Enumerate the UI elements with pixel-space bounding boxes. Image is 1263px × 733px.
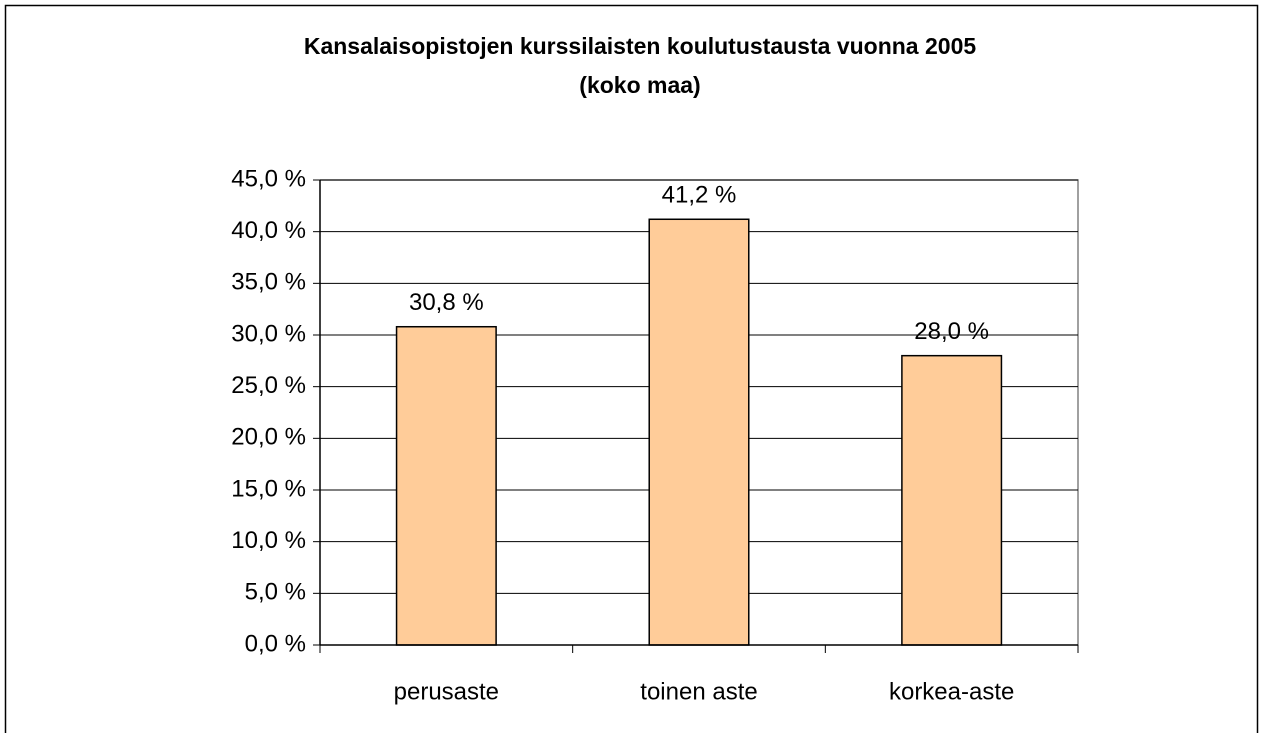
y-tick-label: 15,0 % [231,475,306,502]
chart-frame [4,4,1259,733]
bar [648,218,750,646]
chart-title: (koko maa) [579,72,700,98]
y-tick-label: 0,0 % [245,630,306,657]
x-tick-label: perusaste [394,678,499,705]
bar [395,325,497,646]
y-tick-label: 40,0 % [231,217,306,244]
y-tick-label: 35,0 % [231,269,306,296]
y-tick-label: 30,0 % [231,320,306,347]
y-tick-label: 10,0 % [231,527,306,554]
y-tick-label: 5,0 % [245,579,306,606]
chart-title: Kansalaisopistojen kurssilaisten koulutu… [304,33,977,59]
x-tick-label: toinen aste [640,678,757,705]
data-label: 28,0 % [914,318,989,345]
x-tick-label: korkea-aste [889,678,1014,705]
y-tick-label: 20,0 % [231,424,306,451]
y-tick-label: 45,0 % [231,165,306,192]
data-label: 30,8 % [409,289,484,316]
bar [901,354,1003,646]
y-tick-label: 25,0 % [231,372,306,399]
data-label: 41,2 % [662,182,737,209]
